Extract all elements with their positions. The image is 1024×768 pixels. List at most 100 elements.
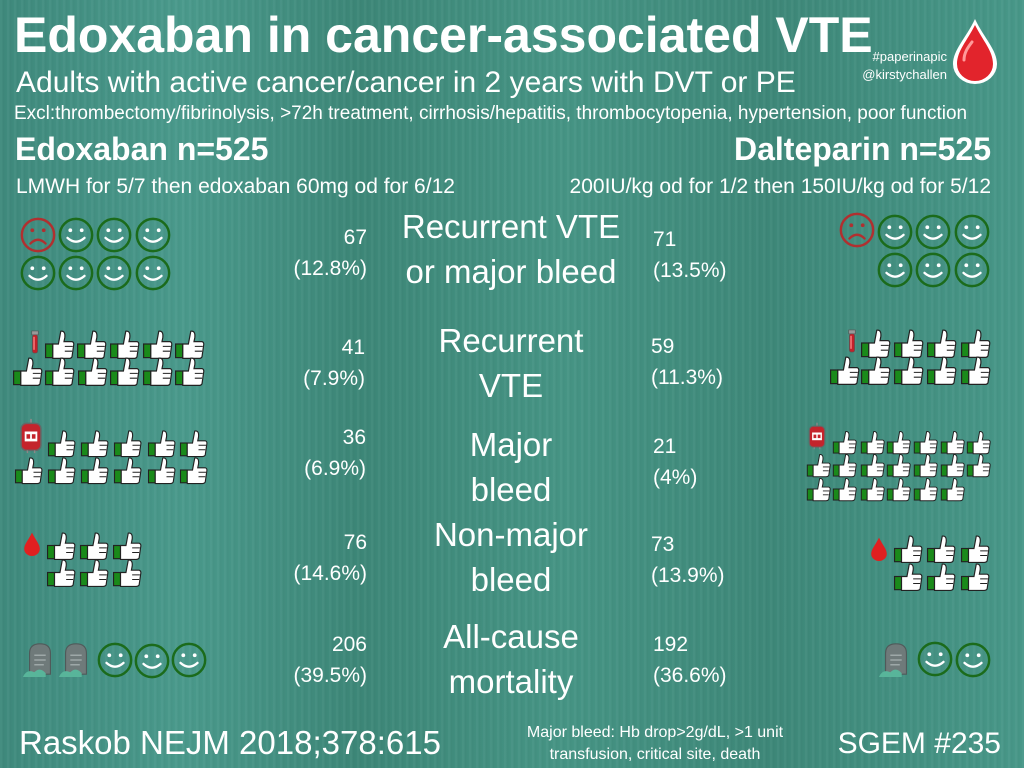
smiley-icon xyxy=(877,214,913,250)
smiley-icon xyxy=(58,255,94,291)
dalteparin-dose: 200IU/kg od for 1/2 then 150IU/kg od for… xyxy=(569,175,991,198)
gravestone-icon xyxy=(22,643,52,678)
thumbs-up-icon xyxy=(830,356,860,385)
population-subtitle: Adults with active cancer/cancer in 2 ye… xyxy=(16,66,796,99)
blood-bag-icon xyxy=(808,422,826,450)
thumbs-up-icon xyxy=(832,478,857,502)
smiley-icon xyxy=(915,252,951,288)
thumbs-up-icon xyxy=(961,329,991,358)
thumbs-up-icon xyxy=(79,532,109,561)
edoxaban-stat: 206 (39.5%) xyxy=(293,633,367,687)
thumbs-up-icon xyxy=(886,431,911,455)
thumbs-up-icon xyxy=(961,356,991,385)
edoxaban-stat: 36 (6.9%) xyxy=(304,426,366,480)
thumbs-up-icon xyxy=(806,454,831,478)
smiley-icon xyxy=(877,252,913,288)
dalteparin-stat: 71 (13.5%) xyxy=(653,228,727,282)
thumbs-up-icon xyxy=(926,535,956,564)
blood-tube-icon xyxy=(31,330,39,354)
thumbs-up-icon xyxy=(112,532,142,561)
thumbs-up-icon xyxy=(860,454,885,478)
dalteparin-stat: 192 (36.6%) xyxy=(653,633,727,687)
thumbs-up-icon xyxy=(78,357,108,386)
thumbs-up-icon xyxy=(46,559,76,588)
thumbs-up-icon xyxy=(860,478,885,502)
thumbs-up-icon xyxy=(886,454,911,478)
outcome-label: Non-major bleed xyxy=(433,516,589,598)
smiley-icon xyxy=(954,214,990,250)
sad-face-icon xyxy=(839,212,875,248)
thumbs-up-icon xyxy=(861,356,891,385)
outcome-label: Major bleed xyxy=(469,426,553,508)
hashtag: #paperinapic xyxy=(872,49,947,64)
thumbs-up-icon xyxy=(45,357,75,386)
blood-drop-logo-icon xyxy=(953,19,997,84)
thumbs-up-icon xyxy=(45,330,75,359)
thumbs-up-icon xyxy=(832,454,857,478)
thumbs-up-icon xyxy=(960,563,990,592)
thumbs-up-icon xyxy=(960,535,990,564)
thumbs-up-icon xyxy=(913,478,938,502)
thumbs-up-icon xyxy=(14,457,43,485)
thumbs-up-icon xyxy=(112,559,142,588)
author-handle: @kirstychallen xyxy=(862,67,947,82)
thumbs-up-icon xyxy=(927,329,957,358)
thumbs-up-icon xyxy=(175,330,205,359)
thumbs-up-icon xyxy=(913,431,938,455)
edoxaban-stat: 76 (14.6%) xyxy=(293,531,367,585)
thumbs-up-icon xyxy=(47,430,76,458)
edoxaban-dose: LMWH for 5/7 then edoxaban 60mg od for 6… xyxy=(16,175,455,198)
smiley-icon xyxy=(171,642,207,678)
thumbs-up-icon xyxy=(894,329,924,358)
blood-bag-icon xyxy=(20,418,42,454)
smiley-icon xyxy=(954,252,990,288)
blood-tube-icon xyxy=(848,329,856,353)
episode-number: SGEM #235 xyxy=(837,727,1001,760)
smiley-icon xyxy=(917,641,953,677)
sad-face-icon xyxy=(20,217,56,253)
dalteparin-stat: 73 (13.9%) xyxy=(651,533,725,587)
smiley-icon xyxy=(96,217,132,253)
blood-drop-icon xyxy=(871,537,887,561)
thumbs-up-icon xyxy=(79,559,109,588)
thumbs-up-icon xyxy=(861,329,891,358)
smiley-icon xyxy=(97,642,133,678)
thumbs-up-icon xyxy=(143,357,173,386)
thumbs-up-icon xyxy=(806,478,831,502)
thumbs-up-icon xyxy=(143,330,173,359)
thumbs-up-icon xyxy=(893,535,923,564)
gravestone-icon xyxy=(878,643,908,678)
thumbs-up-icon xyxy=(147,457,176,485)
thumbs-up-icon xyxy=(966,431,991,455)
smiley-icon xyxy=(955,642,991,678)
thumbs-up-icon xyxy=(46,532,76,561)
smiley-icon xyxy=(135,255,171,291)
thumbs-up-icon xyxy=(940,431,965,455)
thumbs-up-icon xyxy=(110,330,140,359)
thumbs-up-icon xyxy=(175,357,205,386)
thumbs-up-icon xyxy=(110,357,140,386)
thumbs-up-icon xyxy=(886,478,911,502)
outcome-label: All-cause mortality xyxy=(443,618,579,700)
thumbs-up-icon xyxy=(179,430,208,458)
thumbs-up-icon xyxy=(893,563,923,592)
dalteparin-stat: 59 (11.3%) xyxy=(651,335,723,389)
page-title: Edoxaban in cancer-associated VTE xyxy=(14,7,873,63)
thumbs-up-icon xyxy=(113,430,142,458)
thumbs-up-icon xyxy=(147,430,176,458)
major-bleed-definition: Major bleed: Hb drop>2g/dL, >1 unit tran… xyxy=(526,724,784,763)
smiley-icon xyxy=(20,255,56,291)
thumbs-up-icon xyxy=(927,356,957,385)
thumbs-up-icon xyxy=(894,356,924,385)
thumbs-up-icon xyxy=(80,430,109,458)
gravestone-icon xyxy=(58,643,88,678)
thumbs-up-icon xyxy=(113,457,142,485)
outcome-label: Recurrent VTE xyxy=(438,322,584,404)
thumbs-up-icon xyxy=(966,454,991,478)
smiley-icon xyxy=(96,255,132,291)
thumbs-up-icon xyxy=(940,454,965,478)
outcome-label: Recurrent VTE or major bleed xyxy=(401,208,621,290)
smiley-icon xyxy=(135,217,171,253)
exclusion-criteria: Excl:thrombectomy/fibrinolysis, >72h tre… xyxy=(14,103,968,124)
thumbs-up-icon xyxy=(77,330,107,359)
